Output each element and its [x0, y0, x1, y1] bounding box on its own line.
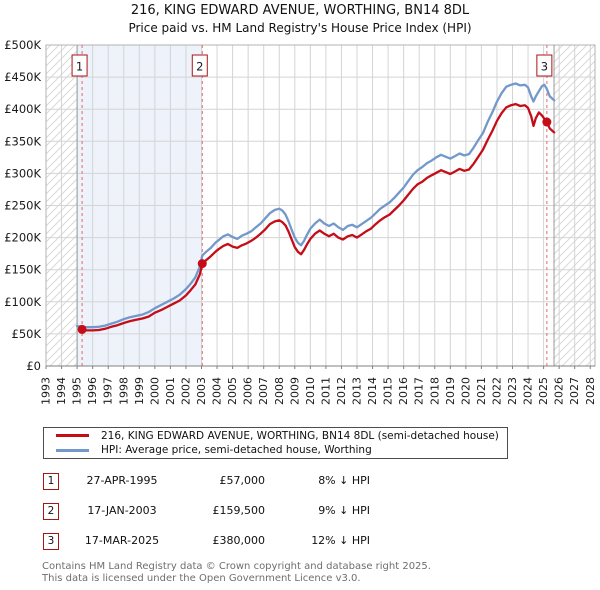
x-tick-label: 2015 [382, 377, 395, 405]
x-tick-label: 2005 [226, 377, 239, 405]
x-tick-label: 1997 [102, 377, 115, 405]
y-tick-label: £100K [4, 295, 41, 309]
x-tick-label: 2010 [304, 377, 317, 405]
x-tick-label: 2007 [257, 377, 270, 405]
x-tick-label: 2011 [319, 377, 332, 405]
x-tick-label: 2024 [522, 377, 535, 405]
x-tick-label: 1995 [71, 377, 84, 405]
sale-price: £380,000 [212, 534, 266, 547]
copyright-footer: Contains HM Land Registry data © Crown c… [42, 561, 582, 584]
legend-item-hpi: HPI: Average price, semi-detached house,… [56, 444, 507, 457]
x-tick-label: 1996 [86, 377, 99, 405]
x-tick-label: 2027 [568, 377, 581, 405]
x-tick-label: 1998 [117, 377, 130, 405]
sale-row-2: 2 17-JAN-2003 £159,500 9% ↓ HPI [0, 503, 600, 521]
page-title: 216, KING EDWARD AVENUE, WORTHING, BN14 … [130, 3, 470, 18]
sale-point-marker [77, 324, 87, 334]
footer-line-2: This data is licensed under the Open Gov… [42, 572, 361, 584]
sale-marker-box [71, 54, 88, 77]
x-tick-label: 2023 [506, 377, 519, 405]
x-tick-label: 2028 [584, 377, 597, 405]
x-tick-label: 2001 [164, 377, 177, 405]
price-line-swatch [56, 434, 89, 438]
legend-item-price: 216, KING EDWARD AVENUE, WORTHING, BN14 … [56, 429, 507, 442]
x-tick-label: 2000 [148, 377, 161, 405]
sale-marker-number: 3 [541, 60, 548, 74]
sale-hpi-delta: 8% ↓ HPI [318, 474, 370, 487]
y-tick-label: £0 [26, 359, 41, 373]
sale-date: 17-MAR-2025 [84, 534, 160, 547]
sale-marker-number: 2 [196, 60, 203, 74]
sale-row-1: 1 27-APR-1995 £57,000 8% ↓ HPI [0, 473, 600, 491]
legend-label: 216, KING EDWARD AVENUE, WORTHING, BN14 … [101, 429, 499, 442]
y-tick-label: £450K [4, 70, 41, 84]
x-tick-label: 2013 [351, 377, 364, 405]
x-tick-label: 2003 [195, 377, 208, 405]
x-tick-label: 2008 [273, 377, 286, 405]
x-tick-label: 1999 [133, 377, 146, 405]
sale-date: 17-JAN-2003 [87, 504, 157, 517]
sale-number-badge: 1 [43, 473, 59, 490]
x-tick-label: 2021 [475, 377, 488, 405]
x-tick-label: 2016 [397, 377, 410, 405]
x-tick-label: 2012 [335, 377, 348, 405]
y-tick-label: £400K [4, 102, 41, 116]
y-tick-label: £350K [4, 134, 41, 148]
x-tick-label: 1994 [55, 377, 68, 405]
footer-line-1: Contains HM Land Registry data © Crown c… [42, 561, 431, 572]
sale-marker-box [536, 54, 553, 77]
x-tick-label: 2004 [211, 377, 224, 405]
y-tick-label: £200K [4, 231, 41, 245]
x-tick-label: 2026 [553, 377, 566, 405]
x-tick-label: 1993 [40, 377, 53, 405]
sale-point-marker [542, 117, 552, 127]
y-tick-label: £50K [12, 327, 42, 341]
sale-hpi-delta: 12% ↓ HPI [311, 534, 370, 547]
x-tick-label: 2014 [366, 377, 379, 405]
x-tick-label: 2019 [444, 377, 457, 405]
chart-legend: 216, KING EDWARD AVENUE, WORTHING, BN14 … [43, 427, 508, 459]
series-line [75, 82, 556, 329]
y-tick-label: £250K [4, 199, 41, 213]
y-tick-label: £150K [4, 263, 41, 277]
y-tick-label: £500K [4, 38, 41, 52]
legend-label: HPI: Average price, semi-detached house,… [101, 444, 372, 457]
x-tick-label: 2006 [242, 377, 255, 405]
hpi-line-swatch [56, 448, 89, 452]
x-tick-label: 2022 [490, 377, 503, 405]
sale-date: 27-APR-1995 [86, 474, 158, 487]
x-tick-label: 2009 [288, 377, 301, 405]
sale-marker-number: 1 [76, 60, 83, 74]
sale-row-3: 3 17-MAR-2025 £380,000 12% ↓ HPI [0, 533, 600, 551]
sale-point-marker [197, 259, 207, 269]
x-tick-label: 2017 [413, 377, 426, 405]
x-tick-label: 2018 [428, 377, 441, 405]
series-line [80, 102, 556, 332]
x-tick-label: 2020 [459, 377, 472, 405]
y-tick-label: £300K [4, 166, 41, 180]
sale-marker-box [191, 54, 208, 77]
x-tick-label: 2025 [537, 377, 550, 405]
sale-price: £159,500 [212, 504, 266, 517]
sale-number-badge: 3 [43, 533, 59, 550]
sale-price: £57,000 [219, 474, 266, 487]
sale-hpi-delta: 9% ↓ HPI [318, 504, 370, 517]
page-subtitle: Price paid vs. HM Land Registry's House … [128, 21, 472, 35]
sale-number-badge: 2 [43, 503, 59, 520]
x-tick-label: 2002 [179, 377, 192, 405]
price-hpi-chart: 1 2 3 £0 £50K £100K £150K £200K £250K £300K £350K £… [4, 38, 597, 405]
